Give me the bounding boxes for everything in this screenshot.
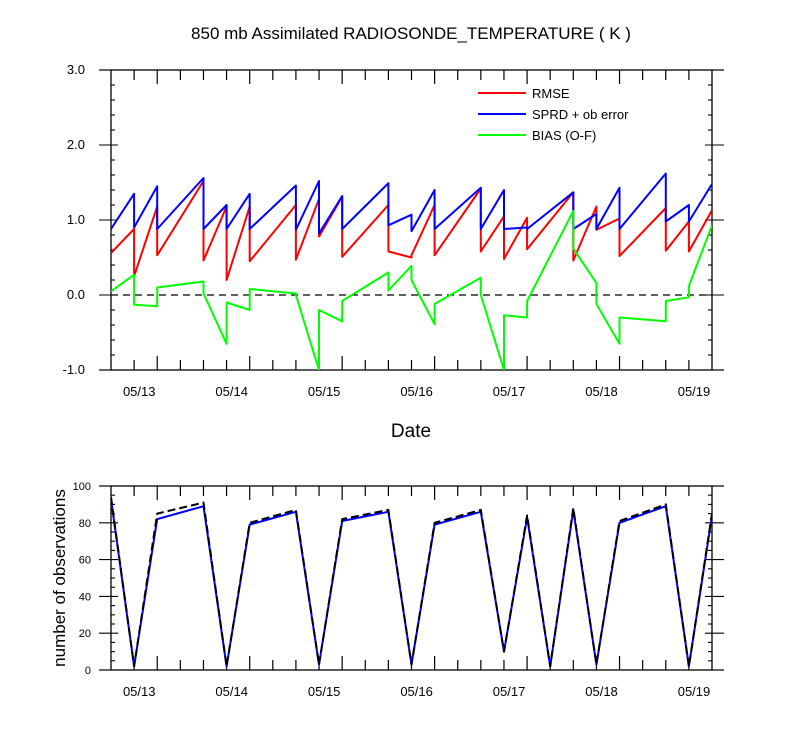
y-tick-label: 2.0 [67, 137, 85, 152]
plot-frame [110, 485, 713, 671]
x-tick-label: 05/18 [585, 384, 618, 399]
series-bias-o-f-line [111, 210, 712, 370]
y-tick-label: 3.0 [67, 62, 85, 77]
legend-label: RMSE [532, 86, 570, 101]
x-tick-label: 05/13 [123, 384, 156, 399]
y-tick-label: 0 [85, 665, 91, 677]
legend-label: SPRD + ob error [532, 107, 629, 122]
x-tick-label: 05/14 [215, 384, 248, 399]
x-tick-label: 05/14 [215, 684, 248, 699]
y-tick-label: 80 [79, 518, 91, 530]
x-tick-label: 05/17 [493, 684, 526, 699]
y-tick-label: 60 [79, 555, 91, 567]
x-tick-label: 05/13 [123, 684, 156, 699]
x-tick-label: 05/19 [678, 384, 711, 399]
x-tick-label: 05/19 [678, 684, 711, 699]
y-tick-label: 40 [79, 591, 91, 603]
series-rmse-line [111, 180, 712, 281]
chart-title: 850 mb Assimilated RADIOSONDE_TEMPERATUR… [191, 24, 631, 43]
y-tick-label: 20 [79, 628, 91, 640]
x-tick-label: 05/15 [308, 684, 341, 699]
y-axis-label: number of observations [50, 489, 69, 667]
y-tick-label: 1.0 [67, 212, 85, 227]
x-axis-label: Date [391, 421, 431, 442]
y-tick-label: 100 [73, 481, 91, 493]
series-assimilated-line [111, 498, 712, 668]
x-tick-label: 05/16 [400, 384, 433, 399]
series-total-line [111, 496, 712, 668]
legend-label: BIAS (O-F) [532, 128, 596, 143]
y-tick-label: -1.0 [63, 362, 85, 377]
main-plot-panel: 05/13 05/14 05/15 05/16 05/17 05/18 05/19 -1.0 0… [63, 62, 724, 399]
x-tick-label: 05/15 [308, 384, 341, 399]
x-tick-label: 05/17 [493, 384, 526, 399]
x-tick-label: 05/16 [400, 684, 433, 699]
series-sprd-ob-error-line [111, 172, 712, 235]
x-tick-label: 05/18 [585, 684, 618, 699]
y-tick-label: 0.0 [67, 287, 85, 302]
observations-plot-panel: 05/13 05/14 05/15 05/16 05/17 05/18 05/19 0 20 40… [73, 481, 724, 699]
